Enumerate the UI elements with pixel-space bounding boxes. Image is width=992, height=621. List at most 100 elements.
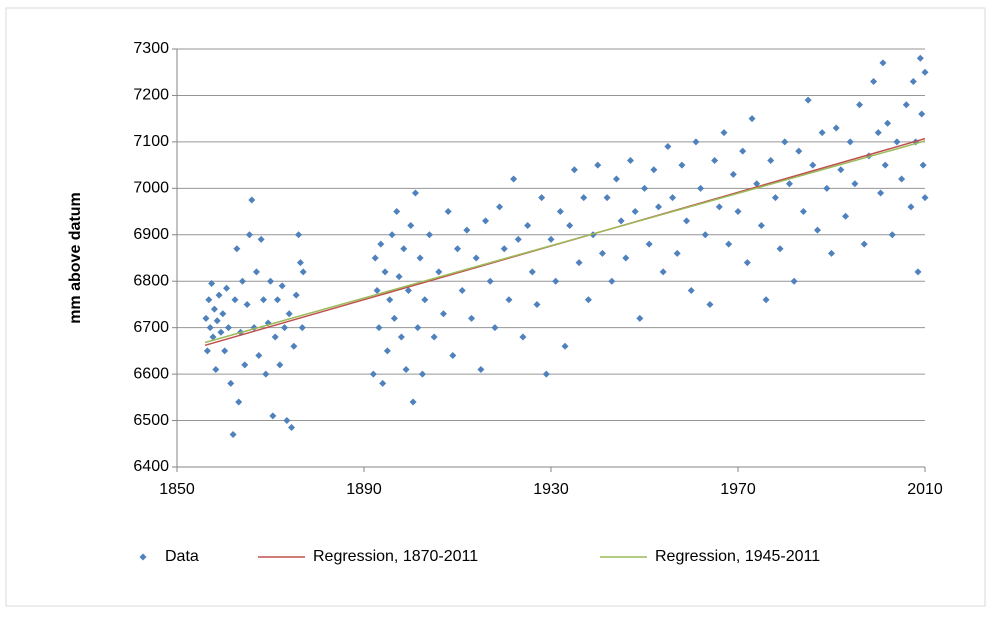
data-point xyxy=(888,231,896,239)
data-point xyxy=(678,161,686,169)
data-point xyxy=(914,268,922,276)
data-point xyxy=(202,314,210,322)
data-point xyxy=(299,268,307,276)
data-point xyxy=(397,333,405,341)
data-point xyxy=(785,180,793,188)
data-point xyxy=(706,300,714,308)
y-axis-title: mm above datum xyxy=(67,192,84,324)
data-point xyxy=(641,184,648,192)
data-point xyxy=(298,324,306,332)
data-point xyxy=(290,342,298,350)
legend-label: Regression, 1870-2011 xyxy=(313,548,478,565)
data-point xyxy=(877,189,885,197)
data-point xyxy=(715,203,723,211)
data-point xyxy=(233,245,241,253)
data-point xyxy=(285,310,293,318)
data-point xyxy=(626,156,634,164)
data-point xyxy=(898,175,906,183)
data-point xyxy=(235,398,243,406)
data-point xyxy=(683,217,691,225)
data-point xyxy=(804,96,812,104)
data-point xyxy=(514,235,522,243)
data-point xyxy=(561,342,569,350)
data-point xyxy=(636,314,644,322)
data-point xyxy=(292,291,300,299)
data-point xyxy=(575,259,583,267)
data-point xyxy=(921,194,929,202)
data-point xyxy=(383,347,391,355)
data-point xyxy=(373,287,381,295)
data-point xyxy=(842,212,850,220)
data-point xyxy=(269,412,277,420)
data-point xyxy=(547,235,555,243)
regression-line xyxy=(204,140,926,344)
data-point xyxy=(274,296,282,304)
data-point xyxy=(414,324,422,332)
data-point xyxy=(673,249,681,257)
data-point xyxy=(874,129,882,137)
y-tick-label: 7100 xyxy=(133,133,169,150)
data-point xyxy=(407,221,415,229)
data-point xyxy=(809,161,817,169)
data-point xyxy=(278,282,286,290)
data-point xyxy=(884,119,892,127)
data-point xyxy=(257,235,265,243)
data-point xyxy=(734,208,742,216)
data-point xyxy=(435,268,443,276)
data-point xyxy=(369,370,377,378)
data-point xyxy=(377,240,385,248)
data-point xyxy=(711,156,719,164)
y-tick-label: 7000 xyxy=(133,180,169,197)
x-tick-label: 1850 xyxy=(159,481,195,498)
data-point xyxy=(395,273,403,281)
data-point xyxy=(538,194,546,202)
data-point xyxy=(687,287,695,295)
data-point xyxy=(210,305,218,313)
data-point xyxy=(393,208,401,216)
data-point xyxy=(425,231,433,239)
data-point xyxy=(790,277,798,285)
data-point xyxy=(259,296,267,304)
data-point xyxy=(881,161,889,169)
data-point xyxy=(482,217,490,225)
data-point xyxy=(580,194,588,202)
data-point xyxy=(608,277,616,285)
data-point xyxy=(510,175,518,183)
data-point xyxy=(381,268,389,276)
legend-label: Regression, 1945-2011 xyxy=(655,548,820,565)
data-point xyxy=(477,365,485,373)
data-point xyxy=(828,249,835,257)
data-point xyxy=(776,245,784,253)
data-point xyxy=(421,296,429,304)
data-point xyxy=(902,101,910,109)
data-point xyxy=(598,249,606,257)
data-point xyxy=(296,259,304,267)
data-point xyxy=(283,417,291,425)
data-point xyxy=(837,166,845,174)
data-point xyxy=(533,300,541,308)
data-point xyxy=(276,361,284,369)
data-point xyxy=(288,424,296,432)
data-point xyxy=(243,300,251,308)
data-point xyxy=(748,115,756,123)
data-point xyxy=(818,129,826,137)
data-point xyxy=(454,245,461,253)
data-point xyxy=(860,240,868,248)
data-point xyxy=(241,361,249,369)
data-point xyxy=(224,324,232,332)
data-point xyxy=(219,310,227,318)
y-tick-label: 6900 xyxy=(133,226,169,243)
data-point xyxy=(223,284,231,292)
data-point xyxy=(907,203,915,211)
data-point xyxy=(416,254,424,262)
x-tick-label: 2010 xyxy=(907,481,943,498)
x-tick-label: 1890 xyxy=(346,481,382,498)
data-point xyxy=(725,240,733,248)
data-point xyxy=(281,324,289,332)
data-point xyxy=(570,166,578,174)
data-point xyxy=(697,184,705,192)
data-point xyxy=(449,352,457,360)
data-point xyxy=(916,54,924,62)
data-point xyxy=(468,314,476,322)
